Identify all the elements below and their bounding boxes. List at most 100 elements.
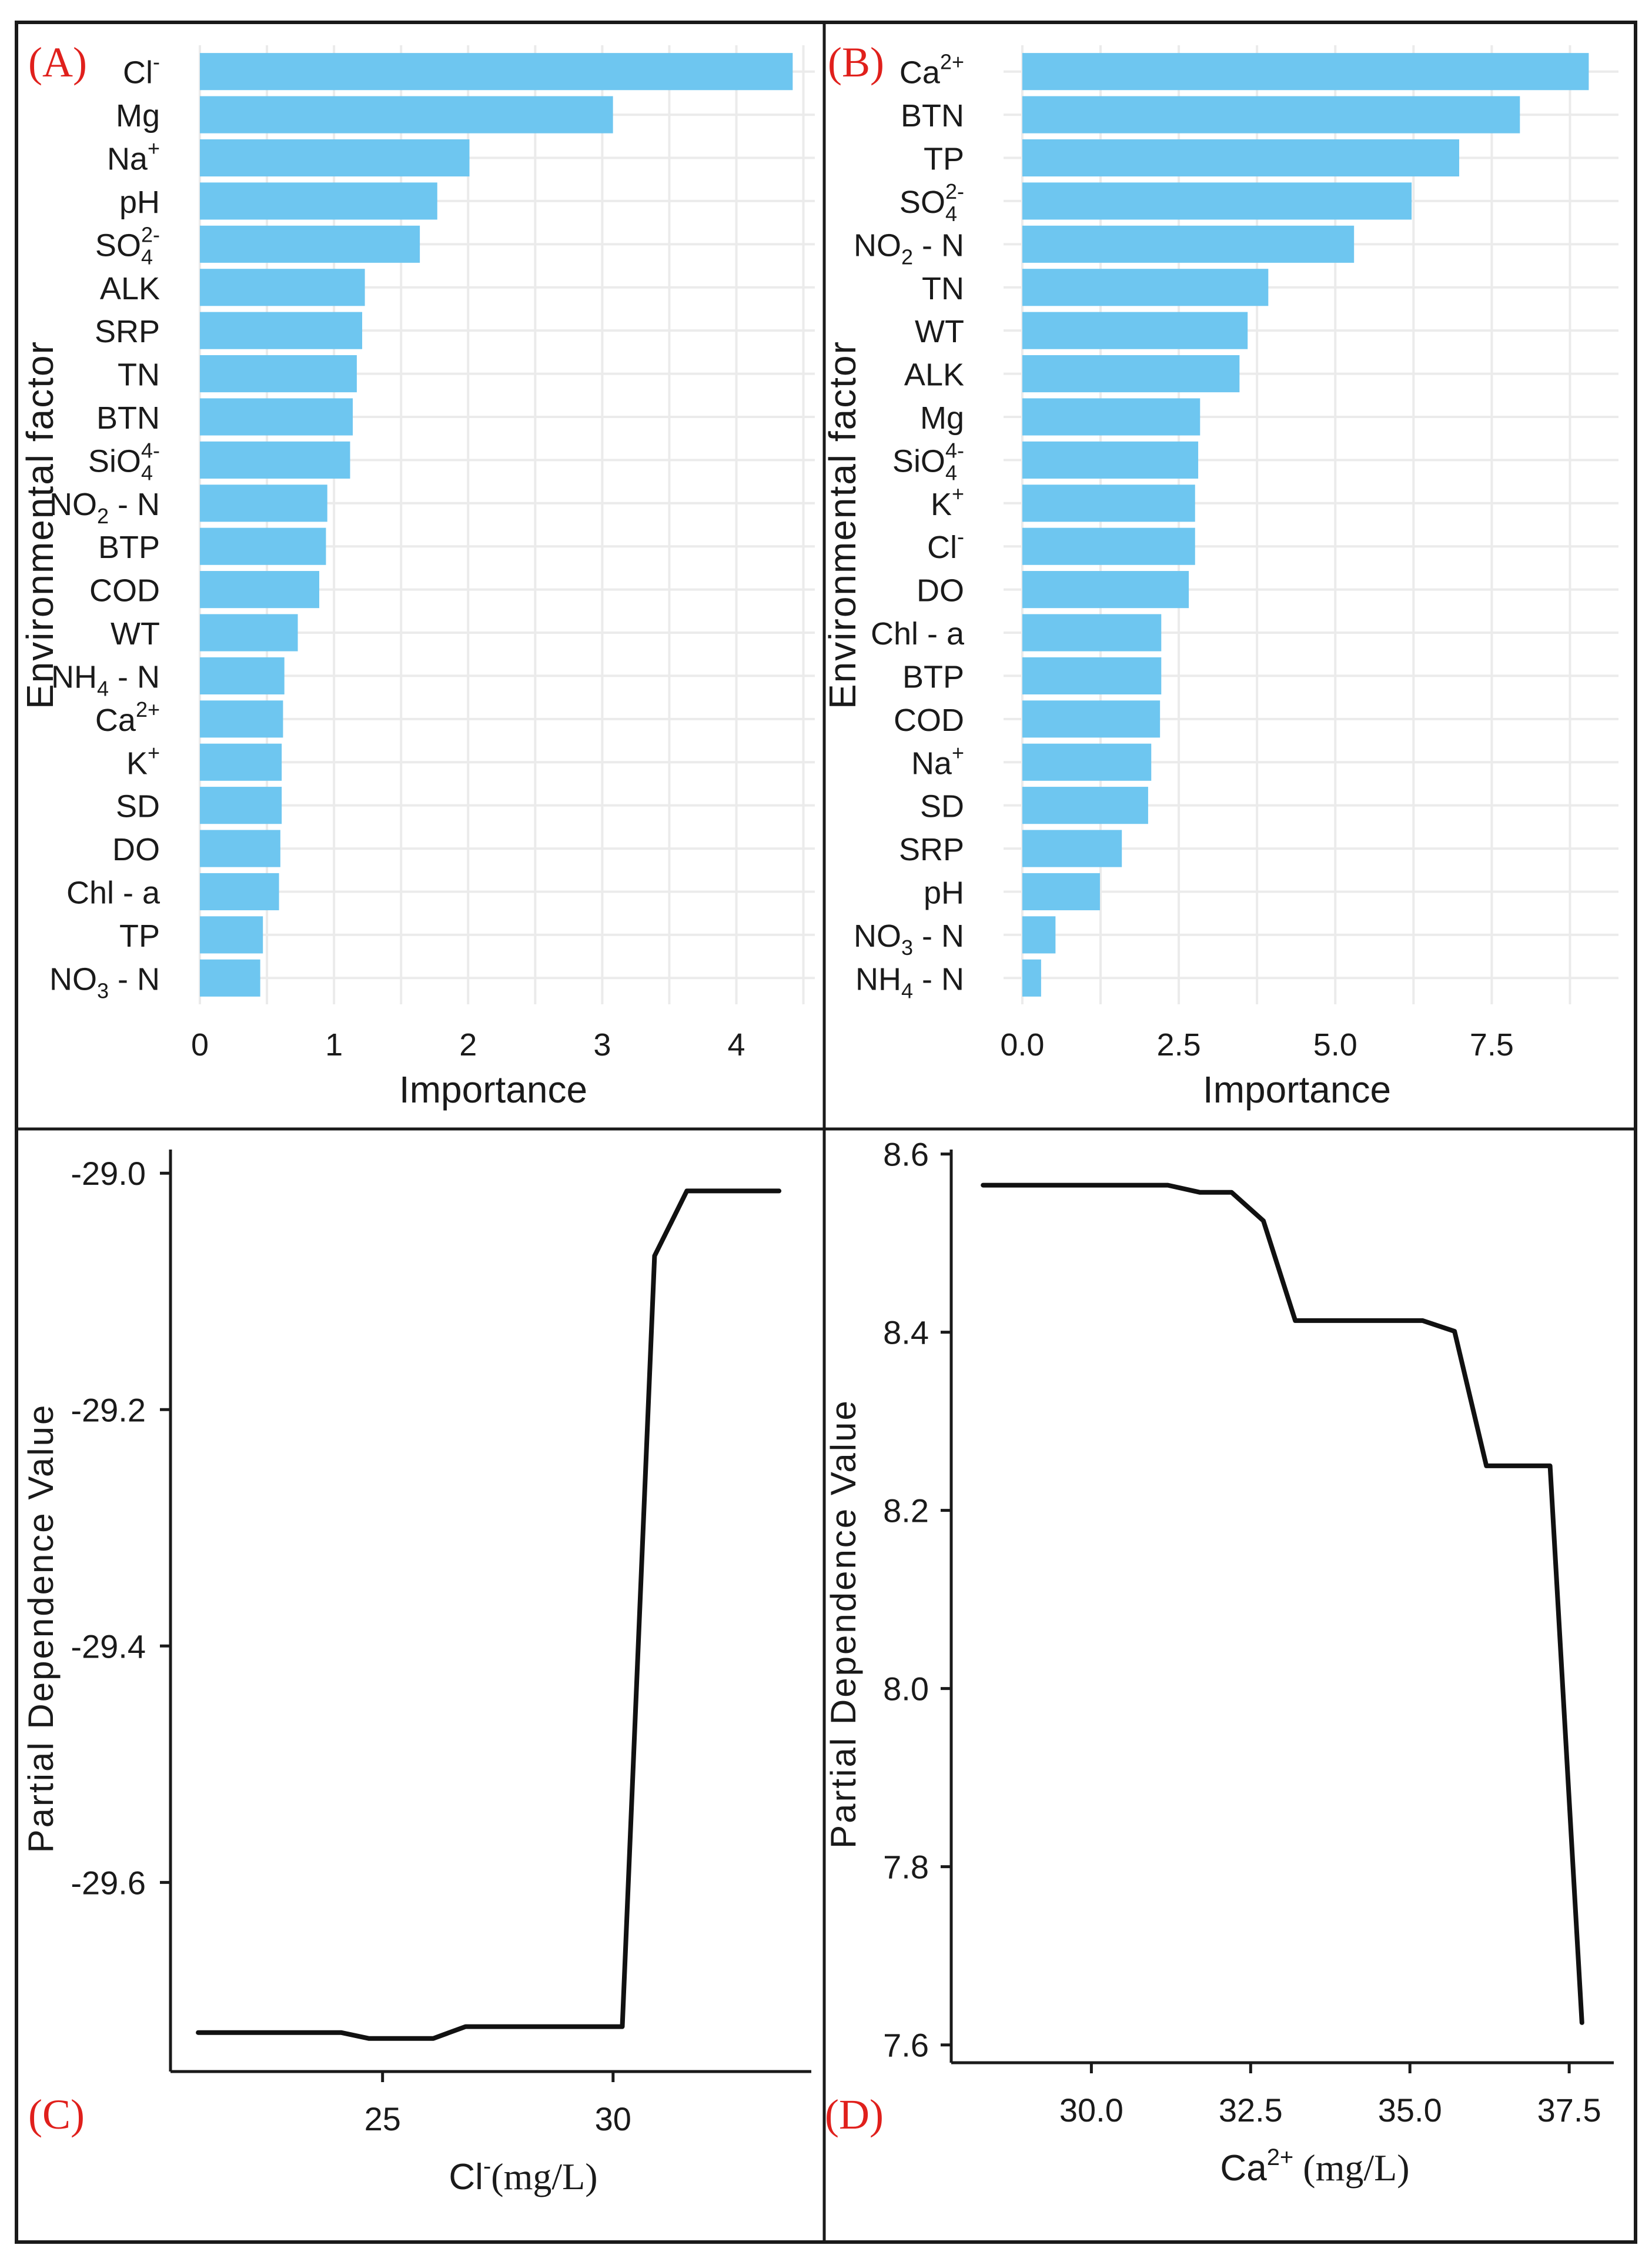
bar-b-18 — [1022, 830, 1122, 867]
bar-b-12 — [1022, 571, 1189, 609]
factor-label-a-11: BTP — [98, 530, 160, 565]
factor-label-text: BTP — [902, 659, 964, 694]
bar-b-20 — [1022, 916, 1056, 954]
factor-label-subscript: 4 — [141, 460, 153, 485]
factor-label-text: TP — [119, 918, 160, 954]
x-tick-label-b: 0.0 — [1000, 1027, 1044, 1063]
bar-a-0 — [200, 53, 793, 91]
factor-label-b-1: BTN — [901, 98, 964, 133]
factor-label-text: WT — [111, 616, 160, 652]
bar-b-4 — [1022, 225, 1355, 263]
bar-b-14 — [1022, 657, 1162, 694]
bar-b-9 — [1022, 441, 1199, 479]
panel-d-axes — [941, 1150, 1614, 2073]
factor-label-a-9: SiO44- — [88, 438, 160, 485]
factor-label-a-10: NO2 - N — [49, 487, 160, 528]
factor-label-text: Na — [107, 142, 148, 177]
bar-a-11 — [200, 527, 326, 565]
x-tick-label-b: 2.5 — [1157, 1027, 1201, 1063]
factor-label-suffix: - N — [109, 487, 160, 522]
factor-label-a-8: BTN — [96, 400, 160, 436]
bar-a-13 — [200, 614, 298, 652]
factor-label-subscript: 2 — [97, 504, 109, 528]
bar-a-15 — [200, 700, 283, 738]
factor-label-text: ALK — [904, 358, 964, 393]
factor-label-subscript: 4 — [945, 460, 957, 485]
factor-label-a-7: TN — [118, 358, 160, 393]
factor-label-text: NO — [49, 487, 97, 522]
panel-a-bars — [200, 53, 793, 997]
bar-a-20 — [200, 916, 263, 954]
factor-label-b-10: K+ — [931, 482, 964, 522]
factor-label-text: SRP — [899, 832, 964, 867]
bar-a-9 — [200, 441, 350, 479]
outer-border — [15, 21, 1637, 2244]
bar-a-3 — [200, 182, 437, 220]
bar-b-15 — [1022, 700, 1161, 738]
factor-label-text: TN — [922, 271, 964, 306]
panel-b-x-axis-title: Importance — [1203, 1068, 1391, 1111]
factor-label-text: NO — [49, 961, 97, 997]
factor-label-b-12: DO — [917, 573, 964, 609]
factor-label-b-5: TN — [922, 271, 964, 306]
factor-label-superscript: 4- — [141, 438, 160, 462]
factor-label-text: Cl — [123, 55, 153, 91]
panel-d-y-axis-title: Partial Dependence Value — [824, 1399, 863, 1849]
panel-c-x-tick-labels: 25 30 — [364, 2100, 631, 2137]
bar-a-16 — [200, 743, 282, 781]
factor-label-subscript: 4 — [141, 245, 153, 269]
factor-label-text: BTN — [96, 400, 160, 436]
factor-label-a-14: NH4 - N — [51, 659, 160, 700]
factor-label-text: DO — [917, 573, 964, 609]
factor-label-b-11: Cl- — [927, 525, 964, 565]
factor-label-text: SD — [116, 789, 160, 824]
panel-c-y-tick-labels: -29.0 -29.2 -29.4 -29.6 — [71, 1155, 146, 1901]
factor-label-subscript: 4 — [945, 202, 957, 226]
factor-label-a-2: Na+ — [107, 136, 160, 177]
bar-b-6 — [1022, 312, 1248, 349]
factor-label-text: Mg — [116, 98, 160, 133]
x-tick-label-b: 5.0 — [1313, 1027, 1357, 1063]
factor-label-superscript: 2+ — [136, 697, 160, 721]
factor-label-a-15: Ca2+ — [95, 697, 160, 738]
bar-b-8 — [1022, 398, 1200, 436]
panel-c-x-axis-unit: (mg/L) — [491, 2156, 597, 2197]
factor-label-text: Cl — [927, 530, 957, 565]
bar-b-21 — [1022, 959, 1041, 997]
factor-label-b-9: SiO44- — [892, 438, 964, 485]
factor-label-text: NO — [854, 918, 901, 954]
y-tick-label-d: 8.6 — [883, 1136, 929, 1173]
bar-a-6 — [200, 312, 363, 349]
factor-label-text: SO — [95, 228, 141, 263]
bar-a-7 — [200, 355, 357, 393]
panel-d-y-tick-labels: 8.6 8.4 8.2 8.0 7.8 7.6 — [883, 1136, 929, 2064]
y-tick-label-d: 8.0 — [883, 1671, 929, 1708]
factor-label-subscript: 3 — [901, 936, 913, 960]
factor-label-text: BTP — [98, 530, 160, 565]
factor-label-b-7: ALK — [904, 358, 964, 393]
factor-label-text: ALK — [100, 271, 160, 306]
bar-a-19 — [200, 873, 279, 911]
factor-label-text: K — [931, 487, 952, 522]
panel-b-bars — [1022, 53, 1589, 997]
factor-label-text: Ca — [95, 703, 136, 738]
factor-label-b-17: SD — [920, 789, 964, 824]
factor-label-a-6: SRP — [95, 314, 160, 349]
panel-c-x-axis-title: Cl-(mg/L) — [449, 2153, 597, 2197]
bar-b-3 — [1022, 182, 1412, 220]
factor-label-superscript: - — [153, 50, 160, 74]
factor-label-b-21: NH4 - N — [855, 961, 964, 1003]
panel-d-pdp-line — [981, 1182, 1584, 2025]
factor-label-a-17: SD — [116, 789, 160, 824]
factor-label-text: COD — [89, 573, 160, 609]
factor-label-suffix: - N — [913, 961, 964, 997]
panel-c-y-axis-title: Partial Dependence Value — [21, 1404, 61, 1853]
x-tick-label-d: 37.5 — [1537, 2092, 1601, 2129]
factor-label-subscript: 4 — [901, 978, 913, 1003]
bar-a-12 — [200, 571, 320, 609]
bar-a-8 — [200, 398, 353, 436]
factor-label-superscript: 2- — [141, 222, 160, 246]
bar-b-11 — [1022, 527, 1195, 565]
bar-a-1 — [200, 96, 613, 133]
